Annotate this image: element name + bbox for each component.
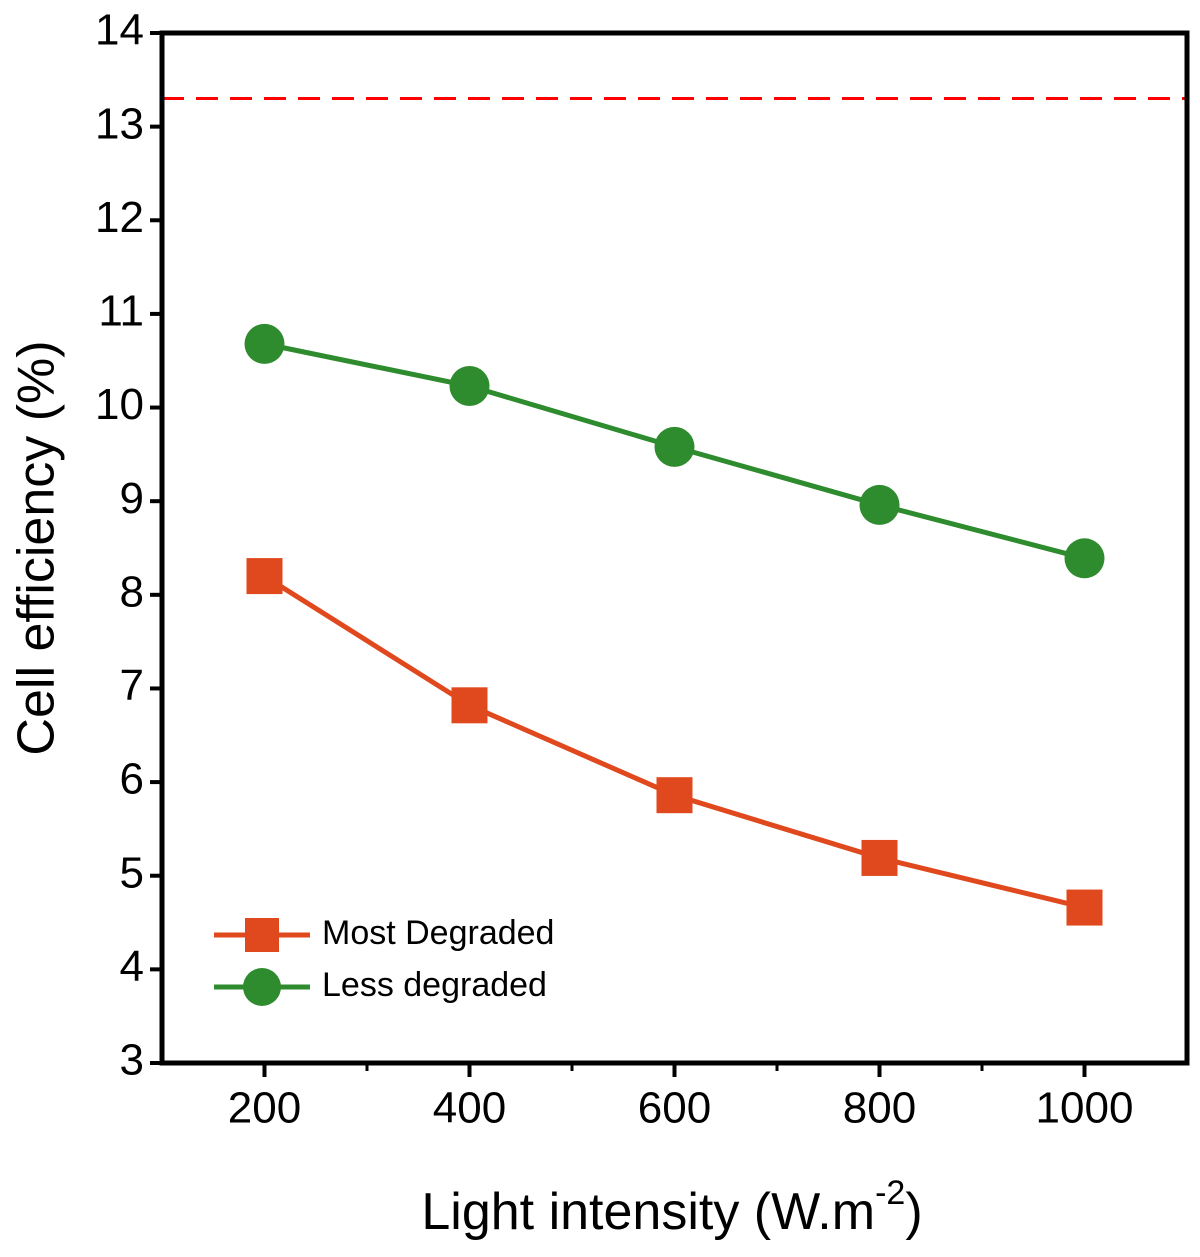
- y-tick-label: 8: [120, 567, 144, 616]
- data-point: [656, 777, 693, 814]
- series-line: [263, 573, 1086, 910]
- y-tick-label: 10: [95, 380, 144, 429]
- y-tick-label: 9: [120, 474, 144, 523]
- data-point: [859, 484, 900, 525]
- x-tick-label: 1000: [1036, 1084, 1134, 1133]
- y-tick-label: 3: [120, 1036, 144, 1085]
- legend-label: Most Degraded: [322, 914, 554, 952]
- x-tick-label: 800: [843, 1084, 916, 1133]
- x-tick-label: 400: [433, 1084, 506, 1133]
- data-point: [246, 558, 283, 595]
- x-axis-label-end: ): [905, 1183, 922, 1241]
- x-axis-label-main: Light intensity (W.m: [421, 1183, 875, 1241]
- y-tick-label: 7: [120, 661, 144, 710]
- x-axis-label: Light intensity (W.m-2): [421, 1174, 922, 1241]
- plot-frame: [159, 30, 1190, 1066]
- x-tick-label: 600: [638, 1084, 711, 1133]
- x-tick-label: 200: [228, 1084, 301, 1133]
- x-axis-label-sup: -2: [875, 1174, 905, 1212]
- legend-marker: [243, 968, 281, 1006]
- y-tick-label: 6: [120, 755, 144, 804]
- y-tick-label: 12: [95, 193, 144, 242]
- y-axis-label: Cell efficiency (%): [8, 340, 66, 755]
- legend-label: Less degraded: [322, 966, 547, 1004]
- y-tick-label: 13: [95, 99, 144, 148]
- data-point: [451, 687, 488, 724]
- data-point: [654, 426, 695, 467]
- legend-marker: [245, 918, 279, 952]
- y-tick-label: 11: [98, 287, 144, 336]
- y-tick-label: 4: [120, 942, 144, 991]
- data-point: [1066, 889, 1103, 926]
- data-point: [1064, 538, 1105, 579]
- y-tick-label: 5: [120, 848, 144, 897]
- data-point: [244, 323, 285, 364]
- y-tick-label: 14: [95, 6, 144, 55]
- data-point: [861, 839, 898, 876]
- data-point: [449, 366, 490, 407]
